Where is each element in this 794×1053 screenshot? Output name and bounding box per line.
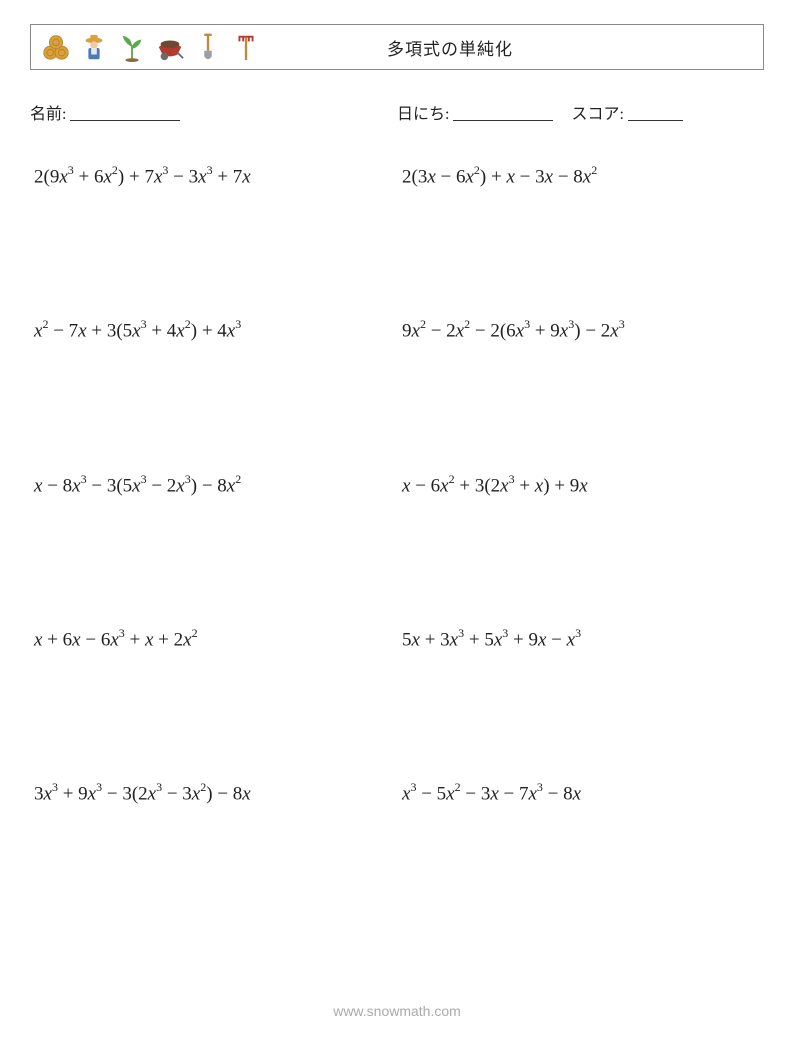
shovel-icon bbox=[193, 32, 223, 62]
problem-1: 2(9x3 + 6x2) + 7x3 − 3x3 + 7x bbox=[34, 164, 392, 188]
problem-6: x − 6x2 + 3(2x3 + x) + 9x bbox=[402, 473, 760, 497]
problems-grid: 2(9x3 + 6x2) + 7x3 − 3x3 + 7x 2(3x − 6x2)… bbox=[30, 164, 764, 806]
problem-7: x + 6x − 6x3 + x + 2x2 bbox=[34, 627, 392, 651]
problem-4: 9x2 − 2x2 − 2(6x3 + 9x3) − 2x3 bbox=[402, 318, 760, 342]
header-icon-row bbox=[41, 32, 261, 62]
haybales-icon bbox=[41, 32, 71, 62]
problem-3: x2 − 7x + 3(5x3 + 4x2) + 4x3 bbox=[34, 318, 392, 342]
date-blank bbox=[453, 105, 553, 121]
name-blank bbox=[70, 105, 180, 121]
problem-9: 3x3 + 9x3 − 3(2x3 − 3x2) − 8x bbox=[34, 781, 392, 805]
sprout-icon bbox=[117, 32, 147, 62]
problem-5: x − 8x3 − 3(5x3 − 2x3) − 8x2 bbox=[34, 473, 392, 497]
date-label: 日にち: bbox=[397, 106, 449, 123]
problem-8: 5x + 3x3 + 5x3 + 9x − x3 bbox=[402, 627, 760, 651]
score-field: スコア: bbox=[571, 100, 682, 124]
header-box: 多項式の単純化 bbox=[30, 24, 764, 70]
footer-text: www.snowmath.com bbox=[0, 1003, 794, 1019]
name-field: 名前: bbox=[30, 100, 397, 124]
score-blank bbox=[628, 105, 683, 121]
worksheet-title: 多項式の単純化 bbox=[387, 35, 513, 60]
date-field: 日にち: bbox=[397, 100, 553, 124]
rake-icon bbox=[231, 32, 261, 62]
farmer-icon bbox=[79, 32, 109, 62]
info-row: 名前: 日にち: スコア: bbox=[30, 100, 764, 124]
problem-10: x3 − 5x2 − 3x − 7x3 − 8x bbox=[402, 781, 760, 805]
name-label: 名前: bbox=[30, 106, 66, 123]
score-label: スコア: bbox=[571, 106, 623, 123]
wheelbarrow-icon bbox=[155, 32, 185, 62]
problem-2: 2(3x − 6x2) + x − 3x − 8x2 bbox=[402, 164, 760, 188]
